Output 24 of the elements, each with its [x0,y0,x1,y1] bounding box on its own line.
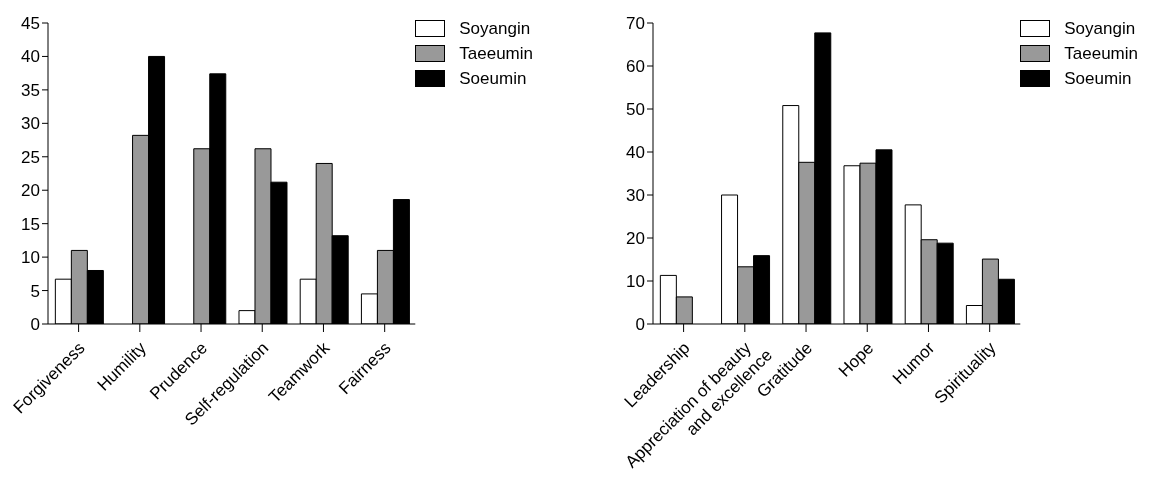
y-tick-label: 20 [21,181,40,201]
y-tick-label: 45 [21,14,40,34]
y-tick-label: 40 [626,143,645,163]
y-tick-label: 70 [626,14,645,34]
legend-label: Soyangin [459,18,531,39]
y-tick-label: 30 [21,114,40,134]
y-tick-label: 60 [626,57,645,77]
y-tick-label: 50 [626,100,645,120]
y-tick-label: 10 [21,248,40,268]
legend-label: Taeeumin [1064,43,1138,64]
y-tick-label: 35 [21,80,40,100]
y-tick-label: 0 [30,315,40,335]
legend-label: Soyangin [1064,18,1136,39]
y-tick-label: 20 [626,229,645,249]
y-tick-label: 15 [21,214,40,234]
y-tick-label: 0 [635,315,645,335]
legend-label: Taeeumin [459,43,533,64]
legend-label: Soeumin [1064,68,1132,89]
y-tick-label: 25 [21,147,40,167]
legend-label: Soeumin [459,68,527,89]
y-tick-label: 30 [626,186,645,206]
y-tick-label: 10 [626,272,645,292]
y-tick-label: 40 [21,47,40,67]
y-tick-label: 5 [30,281,40,301]
